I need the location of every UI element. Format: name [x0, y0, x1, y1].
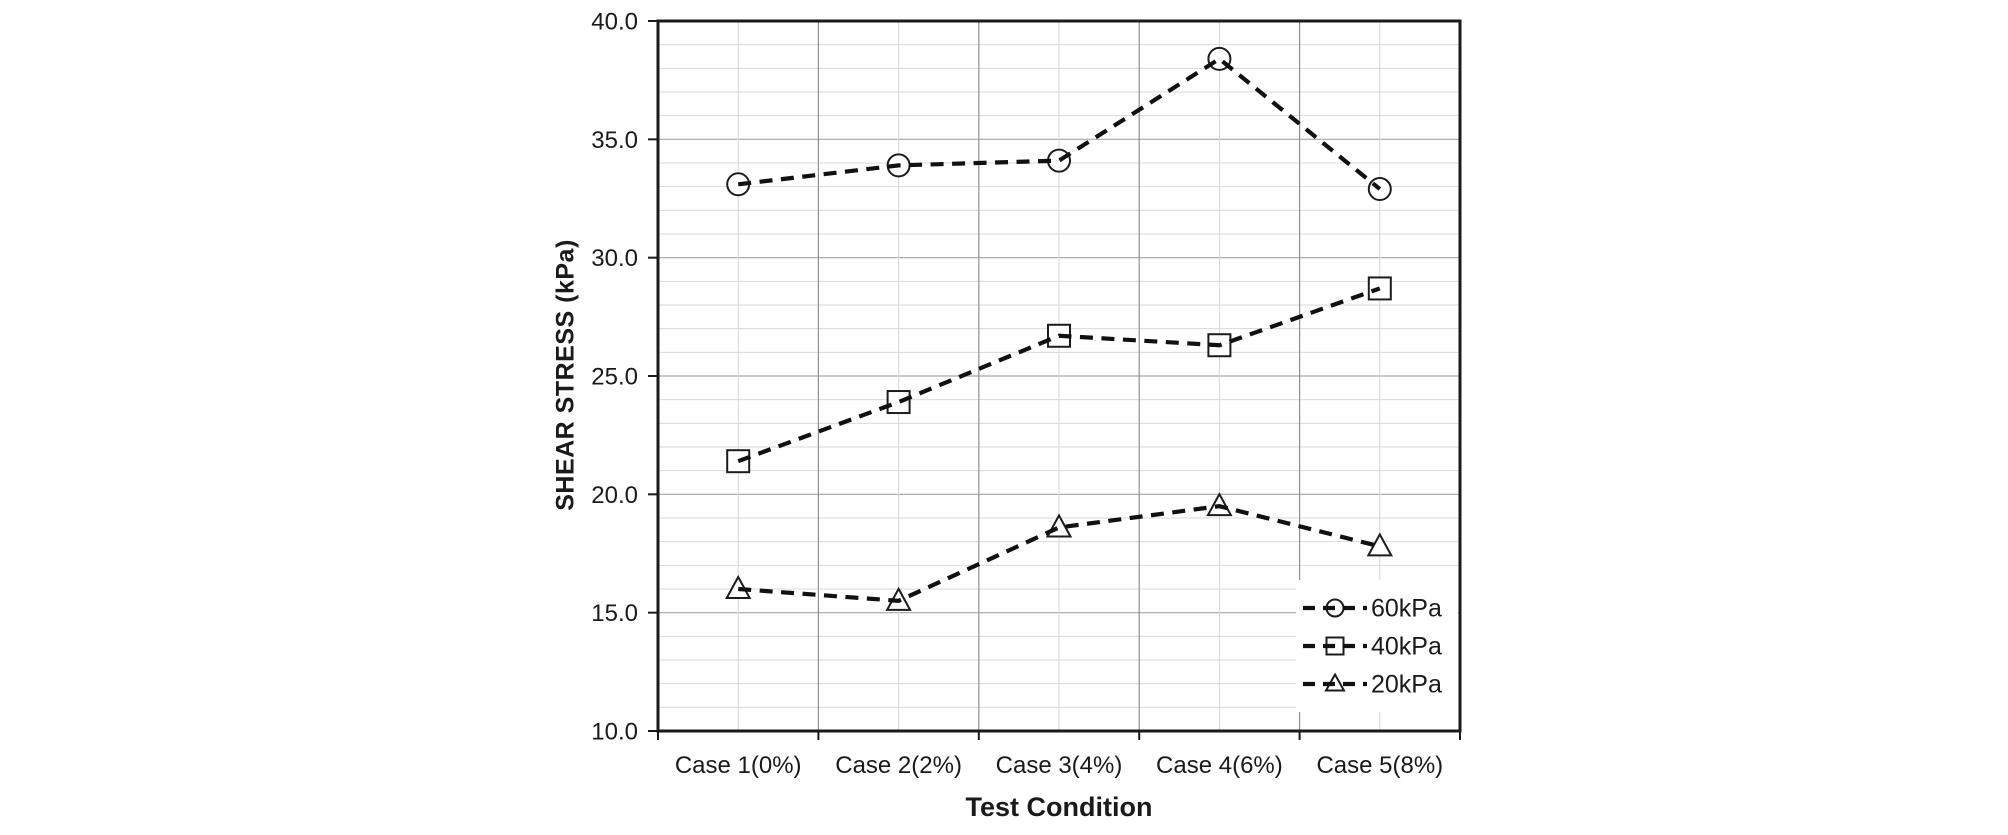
legend-label-40kPa: 40kPa: [1371, 633, 1442, 661]
marker-60kPa-Case 3(4%): [1047, 148, 1071, 173]
y-tick-label: 40.0: [591, 9, 638, 36]
y-tick-label: 30.0: [591, 245, 638, 272]
series-line-40kPa: [737, 286, 1381, 464]
x-category-label: Case 2(2%): [835, 752, 962, 779]
marker-40kPa-Case 2(2%): [886, 390, 911, 415]
legend-label-20kPa: 20kPa: [1371, 671, 1442, 699]
series-line-60kPa: [737, 56, 1382, 191]
x-category-label: Case 5(8%): [1316, 752, 1443, 779]
y-axis-title: SHEAR STRESS (kPa): [551, 239, 580, 511]
y-tick-label: 10.0: [591, 719, 638, 746]
y-tick-label: 35.0: [591, 127, 638, 154]
x-category-label: Case 4(6%): [1156, 752, 1283, 779]
x-category-label: Case 1(0%): [675, 752, 802, 779]
y-tick-label: 25.0: [591, 364, 638, 391]
y-tick-label: 20.0: [591, 482, 638, 509]
x-axis-title: Test Condition: [965, 792, 1153, 822]
x-category-label: Case 3(4%): [996, 752, 1123, 779]
marker-20kPa-Case 5(8%): [1366, 532, 1393, 557]
y-tick-label: 15.0: [591, 600, 638, 627]
legend-label-60kPa: 60kPa: [1371, 595, 1442, 623]
